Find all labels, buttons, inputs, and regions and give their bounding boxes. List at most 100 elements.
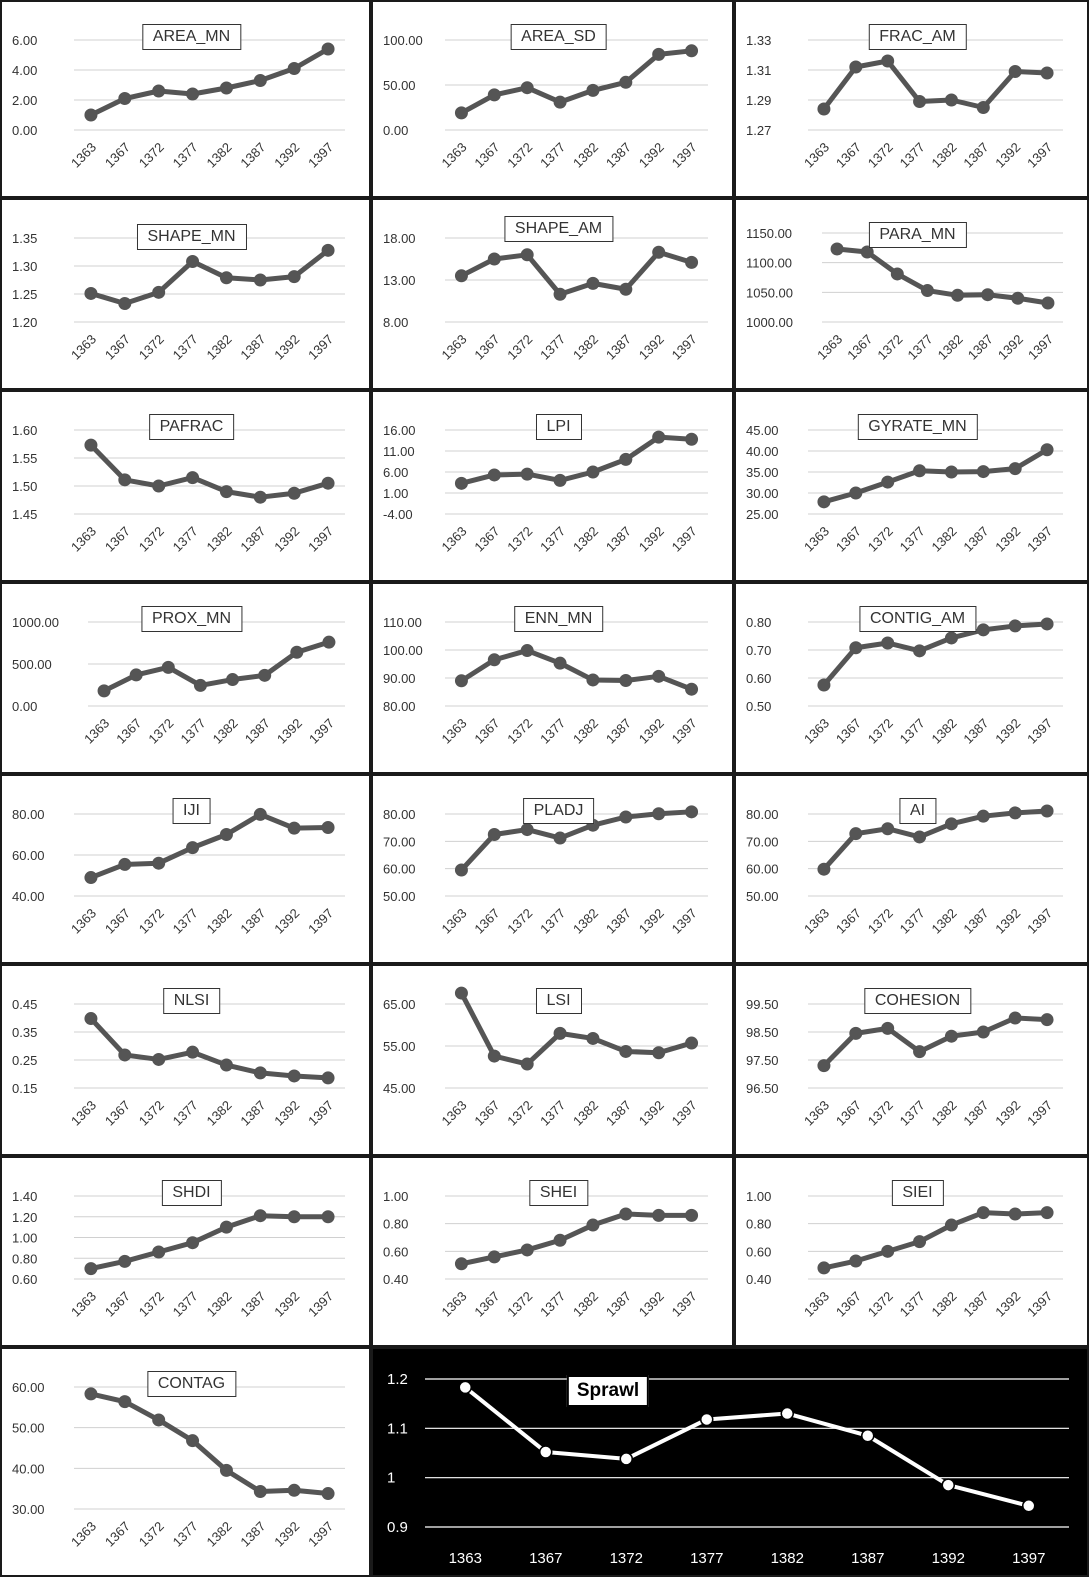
data-point (944, 817, 958, 831)
x-tick-label: 1382 (929, 140, 960, 171)
x-tick-label: 1382 (929, 1098, 960, 1129)
data-point (849, 1254, 863, 1268)
x-tick-label: 1372 (865, 524, 896, 555)
y-tick-label: 1150.00 (746, 226, 792, 241)
data-point (1040, 617, 1054, 631)
data-point (186, 255, 200, 269)
data-point (1008, 462, 1022, 476)
data-point (219, 1463, 233, 1477)
x-tick-label: 1377 (170, 1289, 201, 1320)
x-tick-label: 1397 (1024, 140, 1055, 171)
data-point (84, 1012, 98, 1026)
chart-svg: 0.00 2.00 4.00 6.00 1363 1367 1372 1377 1382 1387… (12, 33, 345, 171)
y-tick-label: 65.00 (383, 997, 416, 1012)
x-tick-label: 1387 (960, 140, 991, 171)
x-tick-label: 1367 (471, 1289, 502, 1320)
data-point (944, 1029, 958, 1043)
x-tick-label: 1387 (237, 524, 268, 555)
data-point (652, 1208, 666, 1222)
data-point (913, 830, 927, 844)
data-point (685, 44, 699, 58)
data-point (84, 1387, 98, 1401)
data-point (1008, 65, 1022, 78)
chart-panel-frac-am: 1.27 1.29 1.31 1.33 1363 1367 1372 1377 1382 1387… (734, 0, 1089, 198)
data-point (520, 823, 534, 837)
y-tick-label: 1.00 (746, 1189, 771, 1204)
data-point (652, 47, 666, 61)
data-point (881, 822, 895, 836)
y-tick-label: 0.00 (383, 123, 408, 138)
y-tick-label: 60.00 (383, 862, 416, 877)
x-tick-label: 1367 (844, 332, 875, 363)
data-point (830, 242, 844, 256)
data-point (849, 486, 863, 500)
x-tick-label: 1363 (801, 1098, 832, 1129)
data-point (619, 1207, 633, 1221)
x-tick-label: 1382 (204, 906, 235, 937)
x-tick-label: 1387 (237, 1519, 268, 1550)
x-tick-label: 1387 (603, 1289, 634, 1320)
data-point (685, 255, 699, 269)
chart-svg: 0.40 0.60 0.80 1.00 1363 1367 1372 1377 1382 1387… (383, 1189, 708, 1320)
data-point (118, 1254, 132, 1268)
chart-panel-contag: 30.00 40.00 50.00 60.00 1363 1367 1372 1377 1382… (0, 1347, 371, 1577)
x-tick-label: 1392 (636, 524, 667, 555)
data-point (152, 479, 166, 493)
y-tick-label: 96.50 (746, 1081, 779, 1096)
y-tick-label: 1.00 (383, 486, 408, 501)
data-point (881, 54, 895, 68)
chart-panel-pafrac: 1.45 1.50 1.55 1.60 1363 1367 1372 1377 1382 1387… (0, 390, 371, 582)
x-tick-label: 1377 (537, 1289, 568, 1320)
chart-panel-cohesion: 96.50 97.50 98.50 99.50 1363 1367 1372 1377 1382… (734, 964, 1089, 1156)
y-tick-label: 60.00 (746, 862, 779, 877)
chart-panel-siei: 0.40 0.60 0.80 1.00 1363 1367 1372 1377 1382 1387… (734, 1156, 1089, 1347)
data-point (219, 485, 233, 499)
data-point (186, 471, 200, 485)
data-point (118, 1048, 132, 1062)
x-tick-label: 1367 (833, 1098, 864, 1129)
x-tick-label: 1367 (102, 332, 133, 363)
chart-svg: 1.27 1.29 1.31 1.33 1363 1367 1372 1377 1382 1387… (746, 33, 1063, 171)
data-point (1040, 66, 1054, 80)
x-tick-label: 1377 (897, 140, 928, 171)
x-tick-label: 1392 (992, 906, 1023, 937)
x-tick-label: 1392 (636, 906, 667, 937)
data-point (152, 1245, 166, 1259)
data-point (1022, 1499, 1036, 1513)
chart-panel-pladj: 50.00 60.00 70.00 80.00 1363 1367 1372 1377 1382… (371, 774, 734, 964)
x-tick-label: 1367 (471, 906, 502, 937)
data-point (287, 1210, 301, 1224)
x-tick-label: 1397 (305, 1519, 336, 1550)
y-tick-label: 25.00 (746, 507, 779, 522)
data-point (685, 432, 699, 446)
data-point (287, 62, 301, 75)
x-tick-label: 1387 (960, 1289, 991, 1320)
x-tick-label: 1367 (102, 524, 133, 555)
data-point (881, 636, 895, 650)
x-tick-label: 1387 (603, 524, 634, 555)
data-point (487, 252, 501, 266)
data-point (941, 1478, 955, 1492)
x-tick-label: 1363 (801, 1289, 832, 1320)
chart-panel-prox-mn: 0.00 500.00 1000.00 1363 1367 1372 1377 1382 138… (0, 582, 371, 774)
data-point (881, 475, 895, 489)
data-point (321, 1487, 335, 1501)
data-point (152, 285, 166, 299)
x-tick-label: 1372 (610, 1550, 643, 1567)
x-tick-label: 1372 (865, 906, 896, 937)
y-tick-label: 1.50 (12, 479, 37, 494)
y-tick-label: 0.45 (12, 997, 37, 1012)
x-tick-label: 1397 (1024, 524, 1055, 555)
y-tick-label: 0.40 (746, 1272, 771, 1287)
chart-svg: 1.45 1.50 1.55 1.60 1363 1367 1372 1377 1382 1387… (12, 423, 345, 555)
data-point (454, 106, 468, 120)
chart-title: LSI (535, 988, 582, 1014)
x-tick-label: 1372 (136, 524, 167, 555)
x-tick-label: 1382 (570, 906, 601, 937)
x-tick-label: 1363 (439, 1289, 470, 1320)
x-tick-label: 1382 (929, 906, 960, 937)
chart-title: GYRATE_MN (857, 414, 978, 440)
data-point (881, 1244, 895, 1258)
data-point (849, 827, 863, 841)
